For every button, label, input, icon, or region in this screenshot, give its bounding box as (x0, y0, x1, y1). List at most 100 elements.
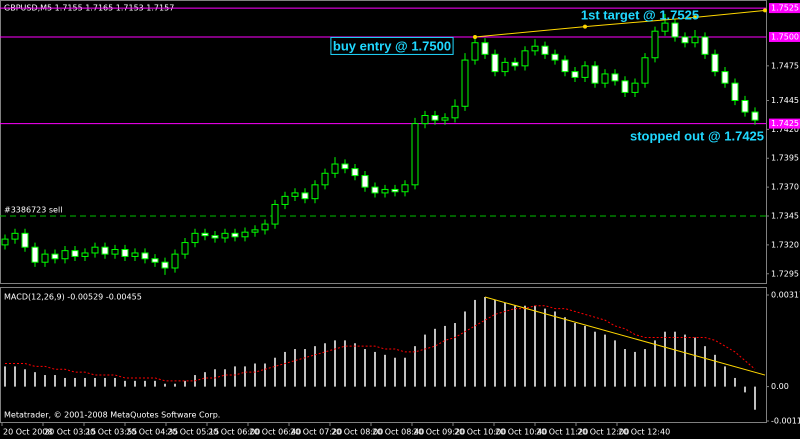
candle-body (551, 53, 559, 61)
y-tick-label: 0.00 (771, 382, 789, 391)
candle-body (1, 238, 9, 246)
candle-body (511, 61, 519, 67)
candle-body (221, 232, 229, 239)
candle-body (751, 111, 759, 121)
x-tick-label: 20 Oct 12:00 (577, 428, 629, 437)
candle-body (531, 45, 539, 52)
candle-body (431, 115, 439, 121)
annotation: buy entry @ 1.7500 (333, 38, 451, 53)
y-tick-label: 1.7475 (771, 61, 799, 70)
candle-body (11, 232, 19, 240)
trendline-point (693, 15, 697, 20)
candle-body (621, 80, 629, 93)
candle-body (271, 203, 279, 225)
x-tick-label: 20 Oct 11:20 (536, 428, 588, 437)
candle-body (141, 252, 149, 260)
x-tick-label: 20 Oct 07:20 (290, 428, 342, 437)
x-tick-label: 20 Oct 08:40 (372, 428, 424, 437)
candle-body (201, 232, 209, 237)
level-tag (769, 3, 800, 14)
candle-body (471, 42, 479, 61)
candle-body (461, 59, 469, 107)
candle-body (581, 65, 589, 78)
y-tick-label: 1.7395 (771, 154, 799, 163)
candle-body (571, 71, 579, 78)
candle-body (31, 246, 39, 263)
candle-body (401, 184, 409, 193)
candle-body (611, 73, 619, 82)
candle-body (111, 249, 119, 255)
candle-body (61, 250, 69, 260)
candle-body (681, 36, 689, 44)
candle-body (231, 232, 239, 238)
candle-body (191, 232, 199, 244)
candle-body (151, 258, 159, 263)
candle-body (661, 22, 669, 32)
y-tick-label: 1.7370 (771, 183, 799, 192)
candle-body (21, 232, 29, 248)
candle-body (491, 53, 499, 73)
candle-body (641, 57, 649, 84)
candle-body (451, 105, 459, 119)
candle-body (481, 42, 489, 55)
candle-body (651, 30, 659, 59)
candle-body (391, 188, 399, 193)
y-tick-label: 1.7420 (771, 125, 799, 134)
annotation: stopped out @ 1.7425 (630, 128, 764, 143)
trendline-point (473, 34, 477, 39)
x-tick-label: 20 Oct 06:00 (208, 428, 260, 437)
x-tick-label: 20 Oct 06:40 (249, 428, 301, 437)
candle-body (731, 82, 739, 101)
x-tick-label: 20 Oct 04:35 (126, 428, 178, 437)
candle-body (691, 36, 699, 44)
candle-body (251, 229, 259, 233)
candle-body (351, 168, 359, 177)
y-tick-label: 1.7320 (771, 240, 799, 249)
candle-body (591, 65, 599, 84)
candle-body (741, 99, 749, 113)
y-tick-label: -0.00119 (771, 417, 800, 426)
candle-body (261, 223, 269, 231)
y-tick-label: 1.7345 (771, 212, 799, 221)
y-tick-label: 1.7295 (771, 269, 799, 278)
candle-body (521, 50, 529, 67)
price-panel (0, 0, 767, 284)
candle-body (541, 45, 549, 55)
annotation-box (330, 36, 454, 55)
x-tick-label: 20 Oct 08:00 (331, 428, 383, 437)
candle-body (341, 163, 349, 170)
annotation: 1st target @ 1.7525 (581, 7, 699, 22)
candle-body (421, 115, 429, 125)
candle-body (381, 188, 389, 194)
candle-body (51, 253, 59, 260)
level-tag-label: 1.7500 (771, 32, 799, 41)
x-tick-label: 20 Oct 03:15 (44, 428, 96, 437)
candle-body (671, 22, 679, 38)
level-label: #3386723 sell (4, 206, 62, 215)
level-tag (769, 31, 800, 42)
x-tick-label: 20 Oct 09:20 (413, 428, 465, 437)
candle-body (241, 231, 249, 238)
candle-body (721, 71, 729, 84)
signal-line (5, 305, 756, 382)
candle-body (701, 36, 709, 55)
x-tick-label: 20 Oct 10:40 (495, 428, 547, 437)
level-tag (769, 118, 800, 129)
candle-body (371, 186, 379, 194)
candle-body (301, 192, 309, 200)
x-tick-label: 20 Oct 10:00 (454, 428, 506, 437)
candle-body (41, 253, 49, 263)
candle-body (361, 175, 369, 188)
candle-body (331, 163, 339, 174)
x-tick-label: 20 Oct 2008 (3, 428, 52, 437)
candle-body (711, 53, 719, 73)
candle-body (171, 253, 179, 269)
trendline (474, 9, 766, 38)
candle-body (321, 172, 329, 186)
y-tick-label: 1.7445 (771, 96, 799, 105)
candle-body (131, 252, 139, 257)
candle-body (71, 250, 79, 257)
